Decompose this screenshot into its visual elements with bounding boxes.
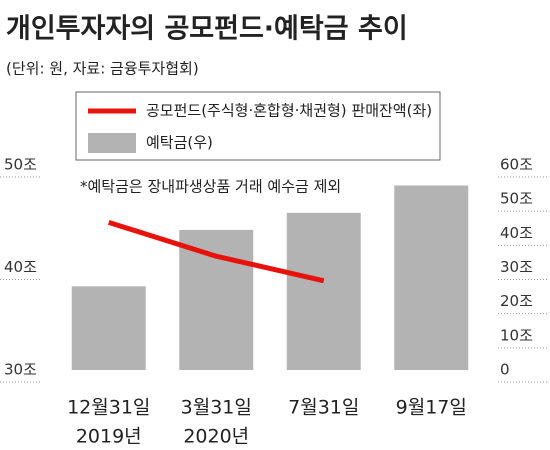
x-tick-label: 2019년 bbox=[76, 426, 142, 448]
y2-tick-label: 50조 bbox=[500, 190, 533, 208]
x-tick-label: 7월31일 bbox=[288, 397, 359, 419]
chart-title: 개인투자자의 공모펀드·예탁금 추이 bbox=[6, 14, 408, 45]
y-tick-label: 50조 bbox=[4, 156, 37, 174]
y2-tick-label: 30조 bbox=[500, 258, 533, 276]
x-tick-label: 3월31일 bbox=[181, 397, 252, 419]
line bbox=[107, 220, 325, 284]
legend-swatch bbox=[88, 133, 136, 153]
y2-tick-label: 10조 bbox=[500, 326, 533, 344]
x-tick-label: 9월17일 bbox=[396, 397, 467, 419]
y2-tick-label: 60조 bbox=[500, 156, 533, 174]
legend-label: 공모펀드(주식형·혼합형·채권형) 판매잔액(좌) bbox=[146, 102, 432, 120]
y-tick-label: 30조 bbox=[4, 361, 37, 379]
bar bbox=[179, 229, 254, 370]
bar bbox=[286, 212, 361, 370]
y2-tick-label: 40조 bbox=[500, 224, 533, 242]
x-tick-label: 12월31일 bbox=[67, 397, 150, 419]
y-tick-label: 40조 bbox=[4, 258, 37, 276]
annotation: *예탁금은 장내파생상품 거래 예수금 제외 bbox=[80, 178, 341, 196]
legend-box bbox=[75, 91, 441, 161]
y2-tick-label: 20조 bbox=[500, 292, 533, 310]
bar bbox=[71, 286, 146, 370]
chart-subtitle: (단위: 원, 자료: 금융투자협회) bbox=[6, 60, 199, 78]
legend-label: 예탁금(우) bbox=[146, 134, 213, 152]
bar bbox=[394, 185, 469, 370]
y2-tick-label: 0 bbox=[500, 361, 510, 379]
x-tick-label: 2020년 bbox=[183, 426, 249, 448]
